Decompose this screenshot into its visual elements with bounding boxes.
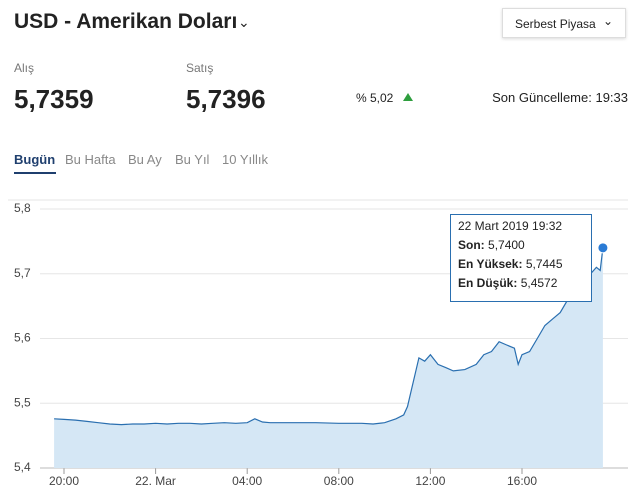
up-arrow	[403, 93, 413, 101]
y-tick-label: 5,7	[14, 266, 31, 280]
sell-label: Satış	[186, 61, 214, 75]
tab[interactable]: Bu Hafta	[65, 152, 116, 167]
last-update: Son Güncelleme: 19:33	[492, 90, 628, 105]
buy-label: Alış	[14, 61, 35, 75]
tooltip-row: En Düşük: 5,4572	[458, 274, 584, 293]
tooltip-row: En Yüksek: 5,7445	[458, 255, 584, 274]
title: USD - Amerikan Doları	[14, 10, 238, 33]
x-tick-label: 12:00	[415, 474, 445, 488]
tab-underline	[14, 172, 56, 174]
tooltip: 22 Mart 2019 19:32 Son: 5,7400 En Yüksek…	[450, 214, 592, 302]
x-tick-label: 04:00	[232, 474, 262, 488]
tooltip-value: 5,7445	[525, 257, 563, 271]
tab[interactable]: Bu Ay	[128, 152, 162, 167]
y-tick-label: 5,6	[14, 331, 31, 345]
y-tick-label: 5,8	[14, 201, 31, 215]
tooltip-value: 5,7400	[488, 238, 525, 252]
sell-value: 5,7396	[186, 84, 266, 114]
change: % 5,02	[356, 91, 394, 105]
title-caret[interactable]: ⌄	[238, 14, 250, 30]
y-tick-label: 5,5	[14, 395, 31, 409]
tab[interactable]: Bu Yıl	[175, 152, 210, 167]
tooltip-value: 5,4572	[520, 276, 558, 290]
tooltip-row: Son: 5,7400	[458, 236, 584, 255]
tab[interactable]: 10 Yıllık	[222, 152, 269, 167]
x-tick-label: 16:00	[507, 474, 537, 488]
y-tick-label: 5,4	[14, 460, 31, 474]
market-label: Serbest Piyasa	[515, 17, 596, 31]
area	[54, 247, 603, 468]
tooltip-label: En Yüksek:	[458, 257, 523, 271]
x-tick-label: 08:00	[324, 474, 354, 488]
tooltip-date: 22 Mart 2019 19:32	[458, 219, 563, 233]
tooltip-label: Son:	[458, 238, 485, 252]
last-point	[597, 242, 609, 254]
market-dropdown[interactable]: Serbest Piyasa ⌄	[502, 8, 626, 38]
tab[interactable]: Bugün	[14, 152, 56, 167]
x-tick-label: 20:00	[49, 474, 79, 488]
tooltip-label: En Düşük:	[458, 276, 518, 290]
buy-value: 5,7359	[14, 84, 94, 114]
line	[54, 247, 604, 426]
x-tick-label: 22. Mar	[135, 474, 176, 488]
